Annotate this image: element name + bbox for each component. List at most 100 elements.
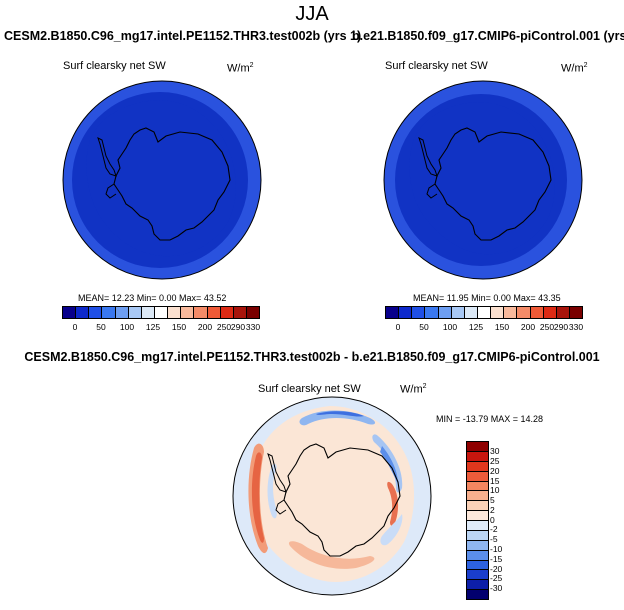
cbar-swatch [220,307,234,318]
cbar-tick-label: 200 [520,322,536,332]
cbar-swatch [102,307,116,318]
cbar-tick-label: 25 [490,456,500,466]
cbar-swatch [467,590,488,599]
left-stats: MEAN= 12.23 Min= 0.00 Max= 43.52 [78,293,227,303]
cbar-swatch [128,307,142,318]
diff-title: CESM2.B1850.C96_mg17.intel.PE1152.THR3.t… [24,350,600,364]
diff-colorbar [466,441,489,600]
cbar-tick-label: 50 [419,322,429,332]
cbar-swatch [115,307,129,318]
right-colorbar [385,306,583,319]
cbar-tick-label: 0 [395,322,401,332]
diff-variable-label: Surf clearsky net SW [258,383,361,395]
cbar-swatch [89,307,103,318]
cbar-tick-label: -15 [490,554,503,564]
diff-units: W/m2 [400,383,427,396]
cbar-tick-label: -20 [490,564,503,574]
right-stats: MEAN= 11.95 Min= 0.00 Max= 43.35 [413,293,561,303]
left-polar-map [62,80,262,280]
cbar-tick-label: 125 [145,322,161,332]
cbar-swatch [194,307,208,318]
cbar-tick-label: -25 [490,573,503,583]
cbar-swatch [467,560,488,571]
left-variable-label: Surf clearsky net SW [63,60,166,72]
cbar-swatch [467,540,488,551]
cbar-swatch [467,530,488,541]
cbar-tick-label: 250 [539,322,555,332]
cbar-swatch [467,501,488,512]
cbar-tick-label: 30 [490,446,500,456]
cbar-tick-label: 20 [490,466,500,476]
cbar-tick-label: 50 [96,322,106,332]
cbar-tick-label: 100 [442,322,458,332]
cbar-tick-label: 125 [468,322,484,332]
cbar-tick-label: 150 [494,322,510,332]
cbar-swatch [467,491,488,502]
cbar-tick-label: 0 [72,322,78,332]
cbar-swatch [467,451,488,462]
cbar-swatch [464,307,478,318]
cbar-swatch [438,307,452,318]
right-colorbar-labels: 0 50 100 125 150 200 250 290 330 [385,322,584,334]
right-polar-map [383,80,583,280]
cbar-swatch [543,307,557,318]
right-units: W/m2 [561,62,588,75]
diff-stats: MIN = -13.79 MAX = 14.28 [436,414,544,424]
cbar-swatch [467,580,488,591]
cbar-tick-label: 0 [490,515,495,525]
cbar-tick-label: 2 [490,505,495,515]
antarctica-coastline [418,127,552,241]
right-run-title: b.e21.B1850.f09_g17.CMIP6-piControl.001 … [352,29,624,43]
diff-colorbar-labels: 30 25 20 15 10 5 2 0 -2 -5 -10 -15 -20 -… [490,441,530,598]
left-colorbar [62,306,260,319]
cbar-tick-label: 250 [216,322,232,332]
left-units: W/m2 [227,62,254,75]
cbar-swatch [504,307,518,318]
cbar-swatch [63,307,77,318]
left-colorbar-labels: 0 50 100 125 150 200 250 290 330 [62,322,261,334]
cbar-swatch [451,307,465,318]
right-variable-label: Surf clearsky net SW [385,60,488,72]
antarctica-coastline [97,127,231,241]
left-run-title: CESM2.B1850.C96_mg17.intel.PE1152.THR3.t… [4,29,362,43]
cbar-tick-label: -2 [490,524,498,534]
cbar-swatch [556,307,570,318]
cbar-swatch [530,307,544,318]
cbar-swatch [181,307,195,318]
cbar-tick-label: 10 [490,485,500,495]
cbar-swatch [467,471,488,482]
cbar-swatch [491,307,505,318]
cbar-tick-label: 290 [553,322,569,332]
cbar-swatch [386,307,400,318]
cbar-swatch [207,307,221,318]
cbar-tick-label: 330 [568,322,584,332]
cbar-swatch [467,521,488,531]
cbar-tick-label: -30 [490,583,503,593]
diff-polar-map [232,396,432,596]
cbar-swatch [467,481,488,492]
cbar-tick-label: 5 [490,495,495,505]
cbar-tick-label: 330 [245,322,261,332]
cbar-swatch [412,307,426,318]
cbar-tick-label: 290 [230,322,246,332]
cbar-tick-label: 150 [171,322,187,332]
cbar-swatch [517,307,531,318]
cbar-swatch [154,307,169,318]
cbar-swatch [467,550,488,561]
cbar-swatch [233,307,247,318]
cbar-tick-label: -10 [490,544,503,554]
cbar-swatch [425,307,439,318]
cbar-tick-label: -5 [490,534,498,544]
cbar-tick-label: 100 [119,322,135,332]
cbar-swatch [467,461,488,472]
cbar-tick-label: 15 [490,476,500,486]
cbar-swatch [246,307,260,318]
cbar-swatch [399,307,413,318]
figure-title: JJA [295,3,329,25]
cbar-swatch [467,442,488,452]
cbar-swatch [168,307,182,318]
cbar-swatch [467,570,488,581]
cbar-tick-label: 200 [197,322,213,332]
cbar-swatch [477,307,492,318]
cbar-swatch [467,511,488,521]
